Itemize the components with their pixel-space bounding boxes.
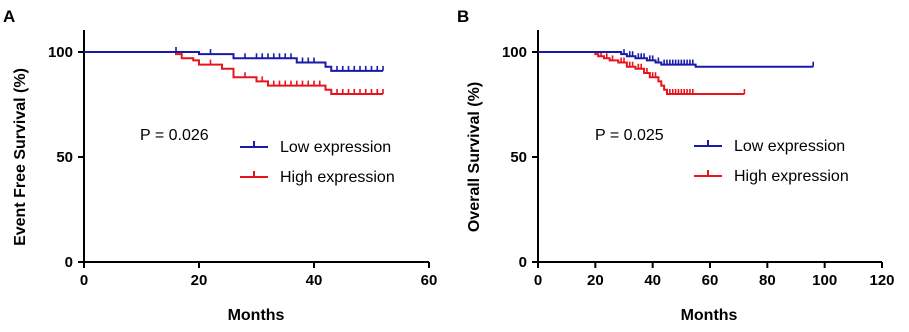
x-tick-label-b: 60	[702, 272, 719, 289]
panel-b: B Overall Survival (%) Months P = 0.025 …	[457, 7, 895, 324]
x-tick-label-a: 0	[80, 272, 88, 289]
legend-a: Low expression High expression	[240, 139, 395, 186]
p-value-b: P = 0.025	[595, 127, 664, 144]
legend-label-low-a: Low expression	[280, 139, 391, 156]
x-axis-title-a: Months	[228, 307, 285, 324]
y-tick-label-a: 50	[56, 149, 73, 166]
x-tick-label-a: 40	[306, 272, 323, 289]
legend-label-low-b: Low expression	[734, 138, 845, 155]
legend-b: Low expression High expression	[694, 138, 849, 185]
y-tick-label-b: 0	[519, 254, 527, 271]
km-curve-high-a	[84, 51, 383, 95]
x-tick-label-b: 20	[587, 272, 604, 289]
y-tick-label-a: 0	[65, 254, 73, 271]
panel-letter-a: A	[3, 7, 15, 26]
y-tick-label-b: 100	[502, 44, 527, 61]
y-axis-title-a: Event Free Survival (%)	[12, 68, 29, 246]
legend-label-high-a: High expression	[280, 169, 395, 186]
p-value-a: P = 0.026	[140, 127, 209, 144]
x-tick-label-a: 60	[421, 272, 438, 289]
x-tick-label-b: 80	[759, 272, 776, 289]
panel-letter-b: B	[457, 7, 469, 26]
x-tick-label-b: 0	[534, 272, 542, 289]
legend-label-high-b: High expression	[734, 168, 849, 185]
x-axis-title-b: Months	[681, 307, 738, 324]
x-tick-label-b: 100	[812, 272, 837, 289]
x-tick-label-a: 20	[191, 272, 208, 289]
panel-a: A Event Free Survival (%) Months P = 0.0…	[3, 7, 437, 324]
x-tick-label-b: 120	[869, 272, 894, 289]
y-tick-label-a: 100	[48, 44, 73, 61]
x-tick-label-b: 40	[644, 272, 661, 289]
km-curve-low-a	[84, 51, 383, 72]
y-tick-label-b: 50	[510, 149, 527, 166]
y-axis-title-b: Overall Survival (%)	[466, 82, 483, 232]
